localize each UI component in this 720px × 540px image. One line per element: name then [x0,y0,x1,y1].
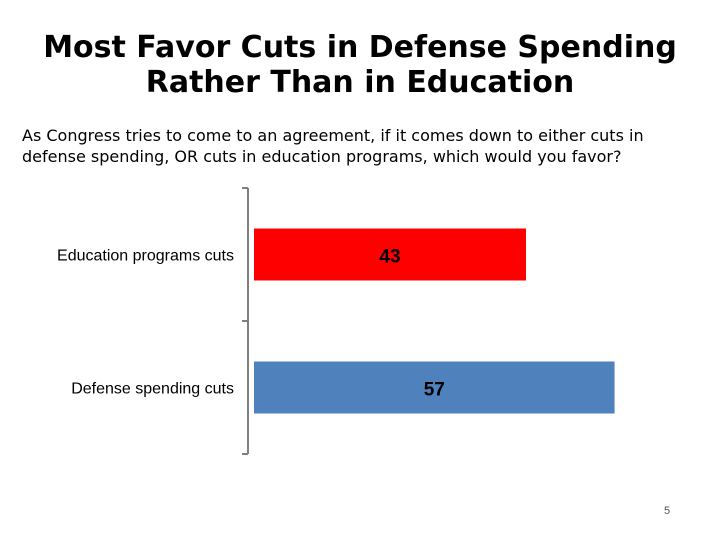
survey-question: As Congress tries to come to an agreemen… [22,126,644,166]
data-label-1: 57 [424,380,445,401]
page-number: 5 [664,505,671,517]
category-label-0: Education programs cuts [57,248,234,265]
slide-title-line-1: Most Favor Cuts in Defense Spending [43,30,677,65]
slide-title-line-2: Rather Than in Education [145,65,575,100]
bar-0 [254,228,526,281]
data-label-0: 43 [379,247,400,268]
category-label-1: Defense spending cuts [71,381,234,398]
bar-1 [254,361,615,414]
slide-title: Most Favor Cuts in Defense Spending Rath… [0,30,720,100]
